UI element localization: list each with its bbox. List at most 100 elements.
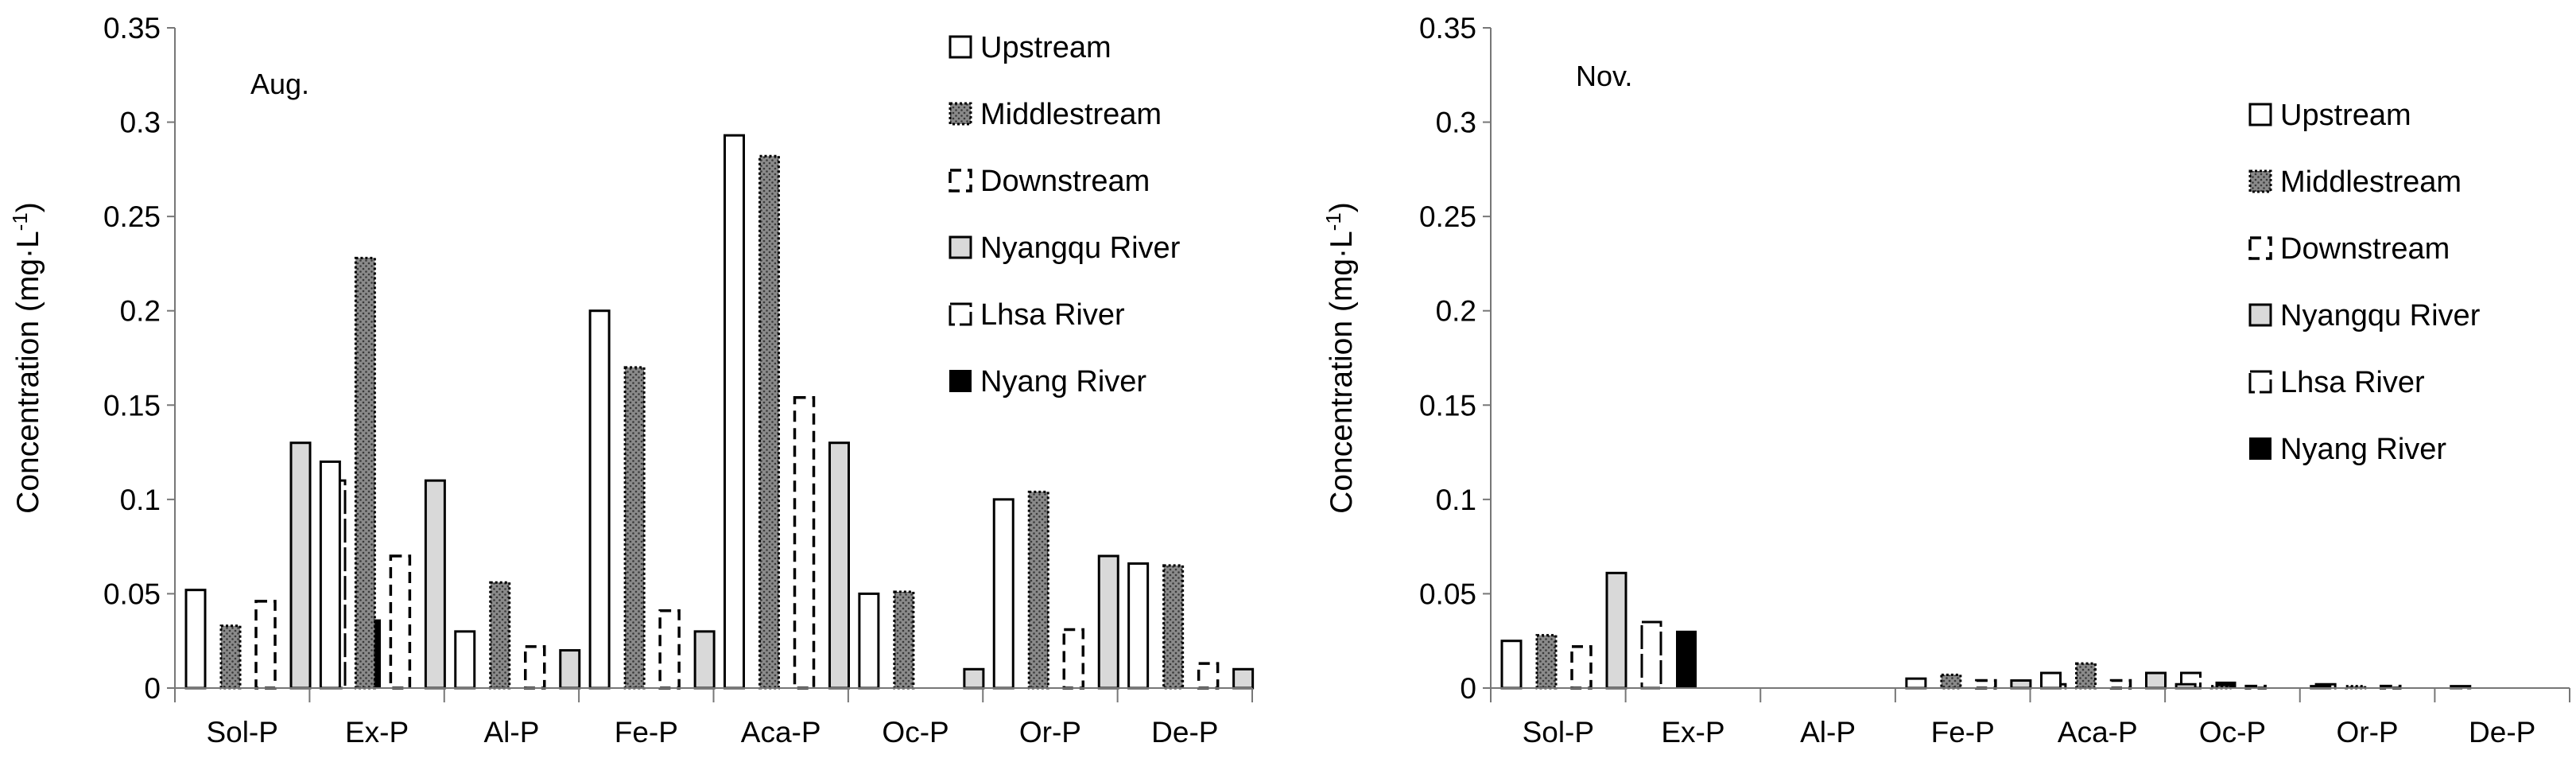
bar-middlestream-al-p: [489, 581, 511, 690]
bar-upstream-sol-p: [184, 589, 207, 690]
y-tick-label: 0: [1460, 672, 1476, 705]
bar-upstream-aca-p: [2040, 671, 2062, 690]
x-tick-label: Al-P: [1800, 716, 1856, 749]
bar-middlestream-sol-p: [219, 624, 242, 690]
bar-downstream-aca-p: [2109, 679, 2132, 690]
x-tick-label: Ex-P: [345, 716, 409, 749]
legend-label: Downstream: [980, 165, 1150, 198]
bar-downstream-fe-p: [1975, 679, 1997, 690]
legend-swatch: [949, 370, 972, 392]
bar-nyangqu-river-or-p: [1097, 554, 1119, 690]
bar-nyangqu-river-oc-p: [963, 667, 985, 690]
legend-label: Nyangqu River: [2280, 299, 2481, 332]
bar-middlestream-sol-p: [1535, 634, 1558, 690]
legend-swatch: [949, 35, 972, 59]
bar-upstream-oc-p: [858, 592, 880, 690]
bar-middlestream-or-p: [1027, 490, 1049, 690]
legend-item-lhsa-river: Lhsa River: [2248, 366, 2425, 399]
bar-nyangqu-river-al-p: [559, 649, 581, 690]
legend-item-upstream: Upstream: [2248, 99, 2411, 132]
y-tick-label: 0: [144, 672, 161, 705]
legend-label: Upstream: [980, 31, 1111, 64]
bar-middlestream-aca-p: [2075, 662, 2097, 690]
x-tick-label: Al-P: [483, 716, 539, 749]
bar-nyangqu-river-sol-p: [1605, 571, 1627, 690]
x-tick-label: Aca-P: [2058, 716, 2138, 749]
x-tick-label: Ex-P: [1661, 716, 1724, 749]
x-tick-label: Sol-P: [1523, 716, 1594, 749]
legend-item-downstream: Downstream: [2248, 232, 2450, 266]
y-tick-label: 0.3: [120, 107, 161, 139]
y-tick-label: 0.25: [1419, 200, 1476, 233]
bar-nyangqu-river-sol-p: [289, 441, 312, 690]
bar-downstream-sol-p: [254, 600, 277, 690]
bar-downstream-de-p: [1197, 662, 1220, 690]
legend-swatch: [2248, 169, 2272, 193]
x-tick-label: Aca-P: [741, 716, 821, 749]
bar-downstream-sol-p: [1570, 645, 1593, 690]
bar-nyangqu-river-fe-p: [693, 630, 716, 690]
bar-downstream-al-p: [524, 645, 546, 690]
x-tick-label: Oc-P: [2199, 716, 2266, 749]
legend-item-lhsa-river: Lhsa River: [949, 298, 1125, 332]
bar-middlestream-ex-p: [354, 256, 376, 690]
bar-downstream-aca-p: [793, 396, 816, 690]
legend-label: Nyang River: [980, 365, 1146, 399]
legend-swatch: [2249, 437, 2271, 460]
y-tick-label: 0.05: [103, 577, 161, 610]
x-tick-label: Sol-P: [206, 716, 277, 749]
y-tick-label: 0.05: [1419, 577, 1476, 610]
bar-upstream-de-p: [1127, 562, 1150, 690]
y-tick-label: 0.1: [1436, 484, 1476, 516]
legend-item-middlestream: Middlestream: [949, 98, 1162, 131]
legend-item-nyang-river: Nyang River: [2249, 433, 2446, 466]
y-tick-label: 0.25: [103, 200, 161, 233]
bar-middlestream-fe-p: [623, 366, 646, 690]
legend-label: Downstream: [2280, 232, 2450, 266]
legend-swatch: [949, 302, 972, 326]
x-tick-label: Or-P: [1019, 716, 1081, 749]
legend-label: Nyangqu River: [980, 231, 1181, 265]
chart-panel-aug: 0 0.05 0.1 0.15 0.2 0.25 0.3 0.35 Sol-P Ex-P Al-P…: [8, 12, 1255, 749]
legend-item-nyangqu-river: Nyangqu River: [949, 231, 1181, 265]
y-axis-title: Concentration (mg·L-1): [1321, 202, 1359, 514]
bar-downstream-ex-p: [389, 554, 412, 690]
legend-swatch: [949, 169, 972, 192]
chart-panel-nov: 0 0.05 0.1 0.15 0.2 0.25 0.3 0.35 Sol-P Ex-P Al-P…: [1321, 12, 2570, 749]
x-tick-label: Fe-P: [615, 716, 678, 749]
x-tick-label: Fe-P: [1931, 716, 1995, 749]
legend-label: Nyang River: [2280, 433, 2446, 466]
bar-middlestream-aca-p: [758, 154, 780, 690]
legend-item-upstream: Upstream: [949, 31, 1111, 64]
y-tick-label: 0.15: [1419, 389, 1476, 422]
x-tick-label: Or-P: [2337, 716, 2399, 749]
legend-label: Upstream: [2280, 99, 2411, 132]
bar-downstream-oc-p: [2244, 684, 2267, 690]
bar-upstream-ex-p: [319, 460, 341, 690]
bar-upstream-aca-p: [724, 134, 745, 690]
y-tick-label: 0.2: [120, 295, 161, 328]
bar-middlestream-de-p: [1162, 564, 1185, 690]
bar-nyang-river-sol-p: [1676, 630, 1697, 689]
y-tick-label: 0.35: [1419, 12, 1476, 45]
legend-item-downstream: Downstream: [949, 165, 1150, 198]
bar-nyangqu-river-de-p: [1232, 667, 1255, 690]
bar-upstream-fe-p: [588, 309, 611, 690]
bar-middlestream-fe-p: [1940, 673, 1962, 690]
legend-label: Middlestream: [980, 98, 1162, 131]
x-tick-label: De-P: [1151, 716, 1218, 749]
y-tick-label: 0.2: [1436, 295, 1476, 328]
bar-upstream-or-p: [992, 498, 1014, 690]
legend-swatch: [2248, 236, 2272, 260]
legend-item-nyang-river: Nyang River: [949, 365, 1146, 399]
bar-upstream-sol-p: [1500, 640, 1523, 690]
y-tick-label: 0.35: [103, 12, 161, 45]
x-tick-label: De-P: [2469, 716, 2535, 749]
legend-label: Lhsa River: [980, 298, 1125, 332]
panel-label-aug: Aug.: [250, 68, 309, 100]
legend-swatch: [2248, 303, 2272, 327]
bar-nyangqu-river-fe-p: [2010, 679, 2032, 690]
bar-middlestream-oc-p: [893, 590, 915, 690]
x-tick-label: Oc-P: [882, 716, 949, 749]
